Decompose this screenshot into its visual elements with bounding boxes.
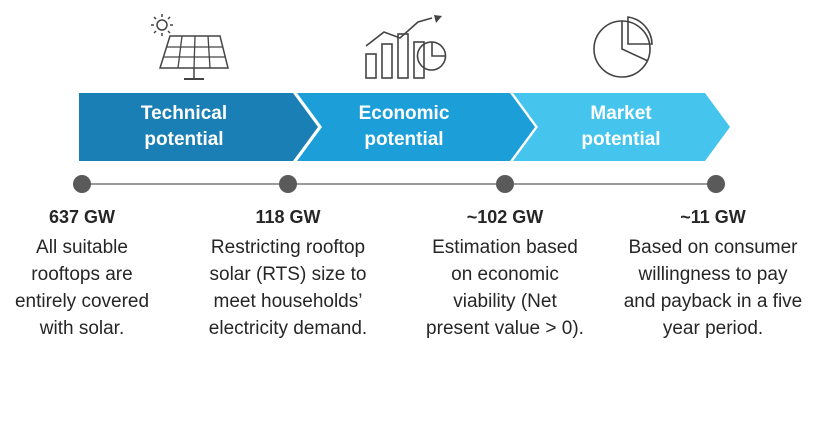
stage-value: ~102 GW <box>466 207 544 227</box>
stage-consumer: ~11 GW Based on consumer willingness to … <box>608 206 817 342</box>
technical-arrow <box>79 93 318 161</box>
timeline-dot <box>279 175 297 193</box>
economic-arrow <box>297 93 535 161</box>
market-potential-label: Market potential <box>581 103 661 150</box>
stage-description: All suitable rooftops are entirely cover… <box>14 237 150 339</box>
timeline-dot <box>73 175 91 193</box>
stage-value: ~11 GW <box>680 207 746 227</box>
stage-description: Estimation based on economic viability (… <box>426 237 584 339</box>
solar-panel-icon <box>142 12 232 84</box>
economic-potential-label: Economic potential <box>358 103 450 150</box>
technical-potential-label: Technical potential <box>140 103 228 150</box>
market-arrow <box>513 93 730 161</box>
stage-economic: 118 GW Restricting rooftop solar (RTS) s… <box>183 206 393 342</box>
growth-chart-icon <box>358 12 458 84</box>
pie-chart-icon <box>584 12 664 84</box>
stage-market: ~102 GW Estimation based on economic via… <box>400 206 610 342</box>
timeline-dot <box>707 175 725 193</box>
timeline-line <box>82 183 716 185</box>
stage-value: 118 GW <box>255 207 321 227</box>
stage-technical: 637 GW All suitable rooftops are entirel… <box>0 206 187 342</box>
stage-value: 637 GW <box>48 207 116 227</box>
timeline-dot <box>496 175 514 193</box>
stage-description: Based on consumer willingness to pay and… <box>623 237 803 339</box>
stage-description: Restricting rooftop solar (RTS) size to … <box>208 237 368 339</box>
